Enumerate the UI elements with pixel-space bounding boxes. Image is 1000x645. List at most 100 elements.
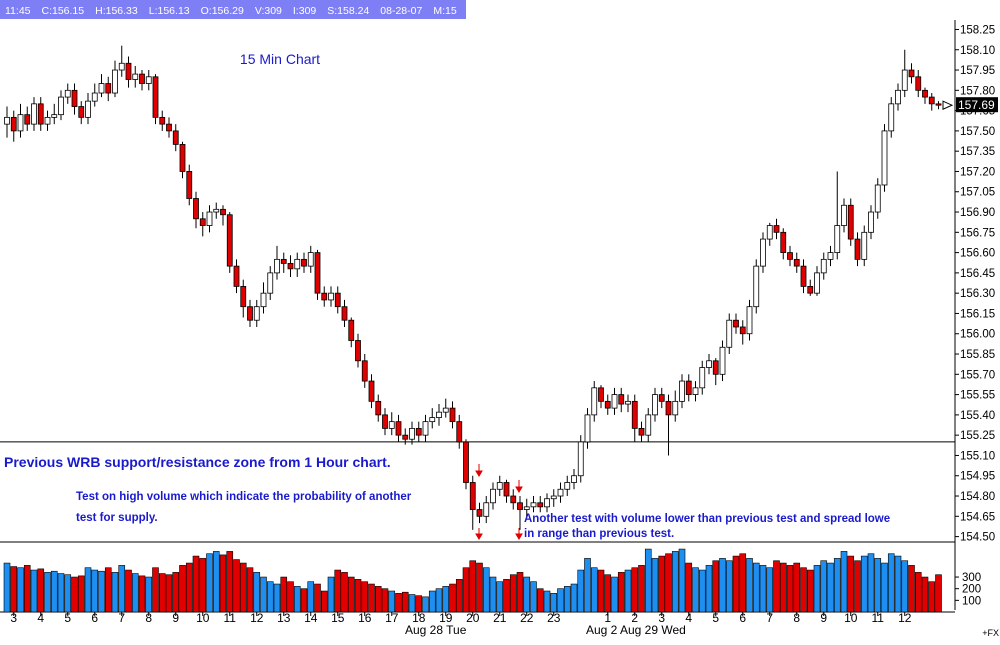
x-tick-label: 21 xyxy=(493,611,507,625)
volume-bar xyxy=(300,588,308,613)
volume-bar xyxy=(10,566,18,613)
volume-bar xyxy=(563,586,571,613)
candle-body xyxy=(517,502,523,510)
candle-body xyxy=(672,400,679,416)
x-tick-label: 8 xyxy=(145,611,152,625)
candle-body xyxy=(112,69,118,94)
volume-bar xyxy=(320,590,328,613)
candle-body xyxy=(766,225,773,240)
volume-bar xyxy=(469,560,477,613)
volume-bar xyxy=(327,576,335,613)
x-tick-label: 4 xyxy=(37,611,44,625)
volume-bar xyxy=(732,555,740,613)
candle-body xyxy=(537,502,544,508)
candle-body xyxy=(301,258,307,267)
x-tick-label: 8 xyxy=(793,611,800,625)
volume-bar xyxy=(543,590,551,613)
candle-body xyxy=(233,265,240,287)
volume-bar xyxy=(428,590,436,613)
y-tick-label: 156.30 xyxy=(960,288,995,300)
volume-bar xyxy=(712,560,720,613)
x-tick-label: 10 xyxy=(844,611,858,625)
candle-body xyxy=(382,414,388,429)
candle-body xyxy=(280,258,287,264)
candle-body xyxy=(814,272,820,294)
volume-bar xyxy=(651,558,659,613)
candle-body xyxy=(58,96,64,116)
y-tick-label: 155.25 xyxy=(960,430,995,442)
info-bar xyxy=(0,0,466,19)
candle-body xyxy=(739,326,746,335)
candle-body xyxy=(456,421,463,443)
volume-bar xyxy=(37,568,45,613)
volume-tick-label: 300 xyxy=(962,572,981,584)
candle-body xyxy=(922,89,928,98)
volume-bar xyxy=(226,551,234,613)
x-tick-label: 20 xyxy=(466,611,480,625)
date-label: Aug 29 Wed xyxy=(620,623,686,637)
volume-bar xyxy=(773,560,780,613)
candle-body xyxy=(166,123,172,132)
y-tick-label: 155.70 xyxy=(960,369,995,381)
volume-bar xyxy=(692,567,699,613)
volume-bar xyxy=(314,583,321,613)
y-tick-label: 154.50 xyxy=(960,532,995,544)
volume-bar xyxy=(489,576,497,613)
arrow xyxy=(515,486,523,493)
volume-bar xyxy=(138,575,146,613)
candle-body xyxy=(793,258,800,267)
x-tick-label: 12 xyxy=(898,611,912,625)
candle-body xyxy=(726,319,733,348)
candle-body xyxy=(409,428,415,440)
last-price-label: 157.69 xyxy=(958,98,995,112)
x-tick-label: 12 xyxy=(250,611,264,625)
candle-body xyxy=(571,475,577,483)
volume-bar xyxy=(179,565,186,613)
info-item: C:156.15 xyxy=(42,5,85,17)
volume-bar xyxy=(192,555,200,613)
date-label: Aug 28 Tue xyxy=(405,623,467,637)
volume-bar xyxy=(71,576,78,613)
annotation: in range than previous test. xyxy=(524,528,674,540)
volume-bar xyxy=(3,562,11,613)
volume-bar xyxy=(354,579,362,613)
candle-body xyxy=(685,380,692,395)
x-tick-label: 6 xyxy=(91,611,98,625)
candle-body xyxy=(24,114,31,125)
info-bar-text: 11:45 C:156.15 H:156.33 L:156.13 O:156.29 V:3… xyxy=(5,5,457,17)
volume-bar xyxy=(759,565,767,613)
x-tick-label: 7 xyxy=(118,611,125,625)
volume-bar xyxy=(111,572,119,613)
volume-bar xyxy=(813,565,821,613)
candle-body xyxy=(881,130,888,186)
arrow xyxy=(515,533,523,540)
volume-bar xyxy=(104,567,112,613)
candle-body xyxy=(31,103,37,125)
volume-bar xyxy=(23,565,31,613)
candle-body xyxy=(85,100,91,118)
volume-bar xyxy=(293,586,301,613)
candle-body xyxy=(64,89,71,98)
candle-body xyxy=(105,83,112,94)
volume-bar xyxy=(644,548,652,613)
x-tick-label: 10 xyxy=(196,611,210,625)
y-tick-label: 158.10 xyxy=(960,45,995,57)
volume-bar xyxy=(604,574,612,613)
x-tick-label: 5 xyxy=(712,611,719,625)
candle-body xyxy=(557,488,564,497)
volume-tick-label: 200 xyxy=(962,584,981,596)
volume-bar xyxy=(118,565,126,613)
volume-bar xyxy=(590,567,598,613)
volume-bar xyxy=(530,581,537,613)
volume-bar xyxy=(516,572,524,613)
candle-body xyxy=(476,509,483,517)
candle-body xyxy=(226,214,233,267)
candle-body xyxy=(429,417,436,423)
volume-bar xyxy=(44,572,51,613)
candle-body xyxy=(98,83,105,94)
candle-body xyxy=(773,225,780,233)
candle-body xyxy=(307,252,314,267)
y-tick-label: 154.95 xyxy=(960,471,995,483)
candle-body xyxy=(260,292,267,308)
volume-bar xyxy=(307,581,315,613)
